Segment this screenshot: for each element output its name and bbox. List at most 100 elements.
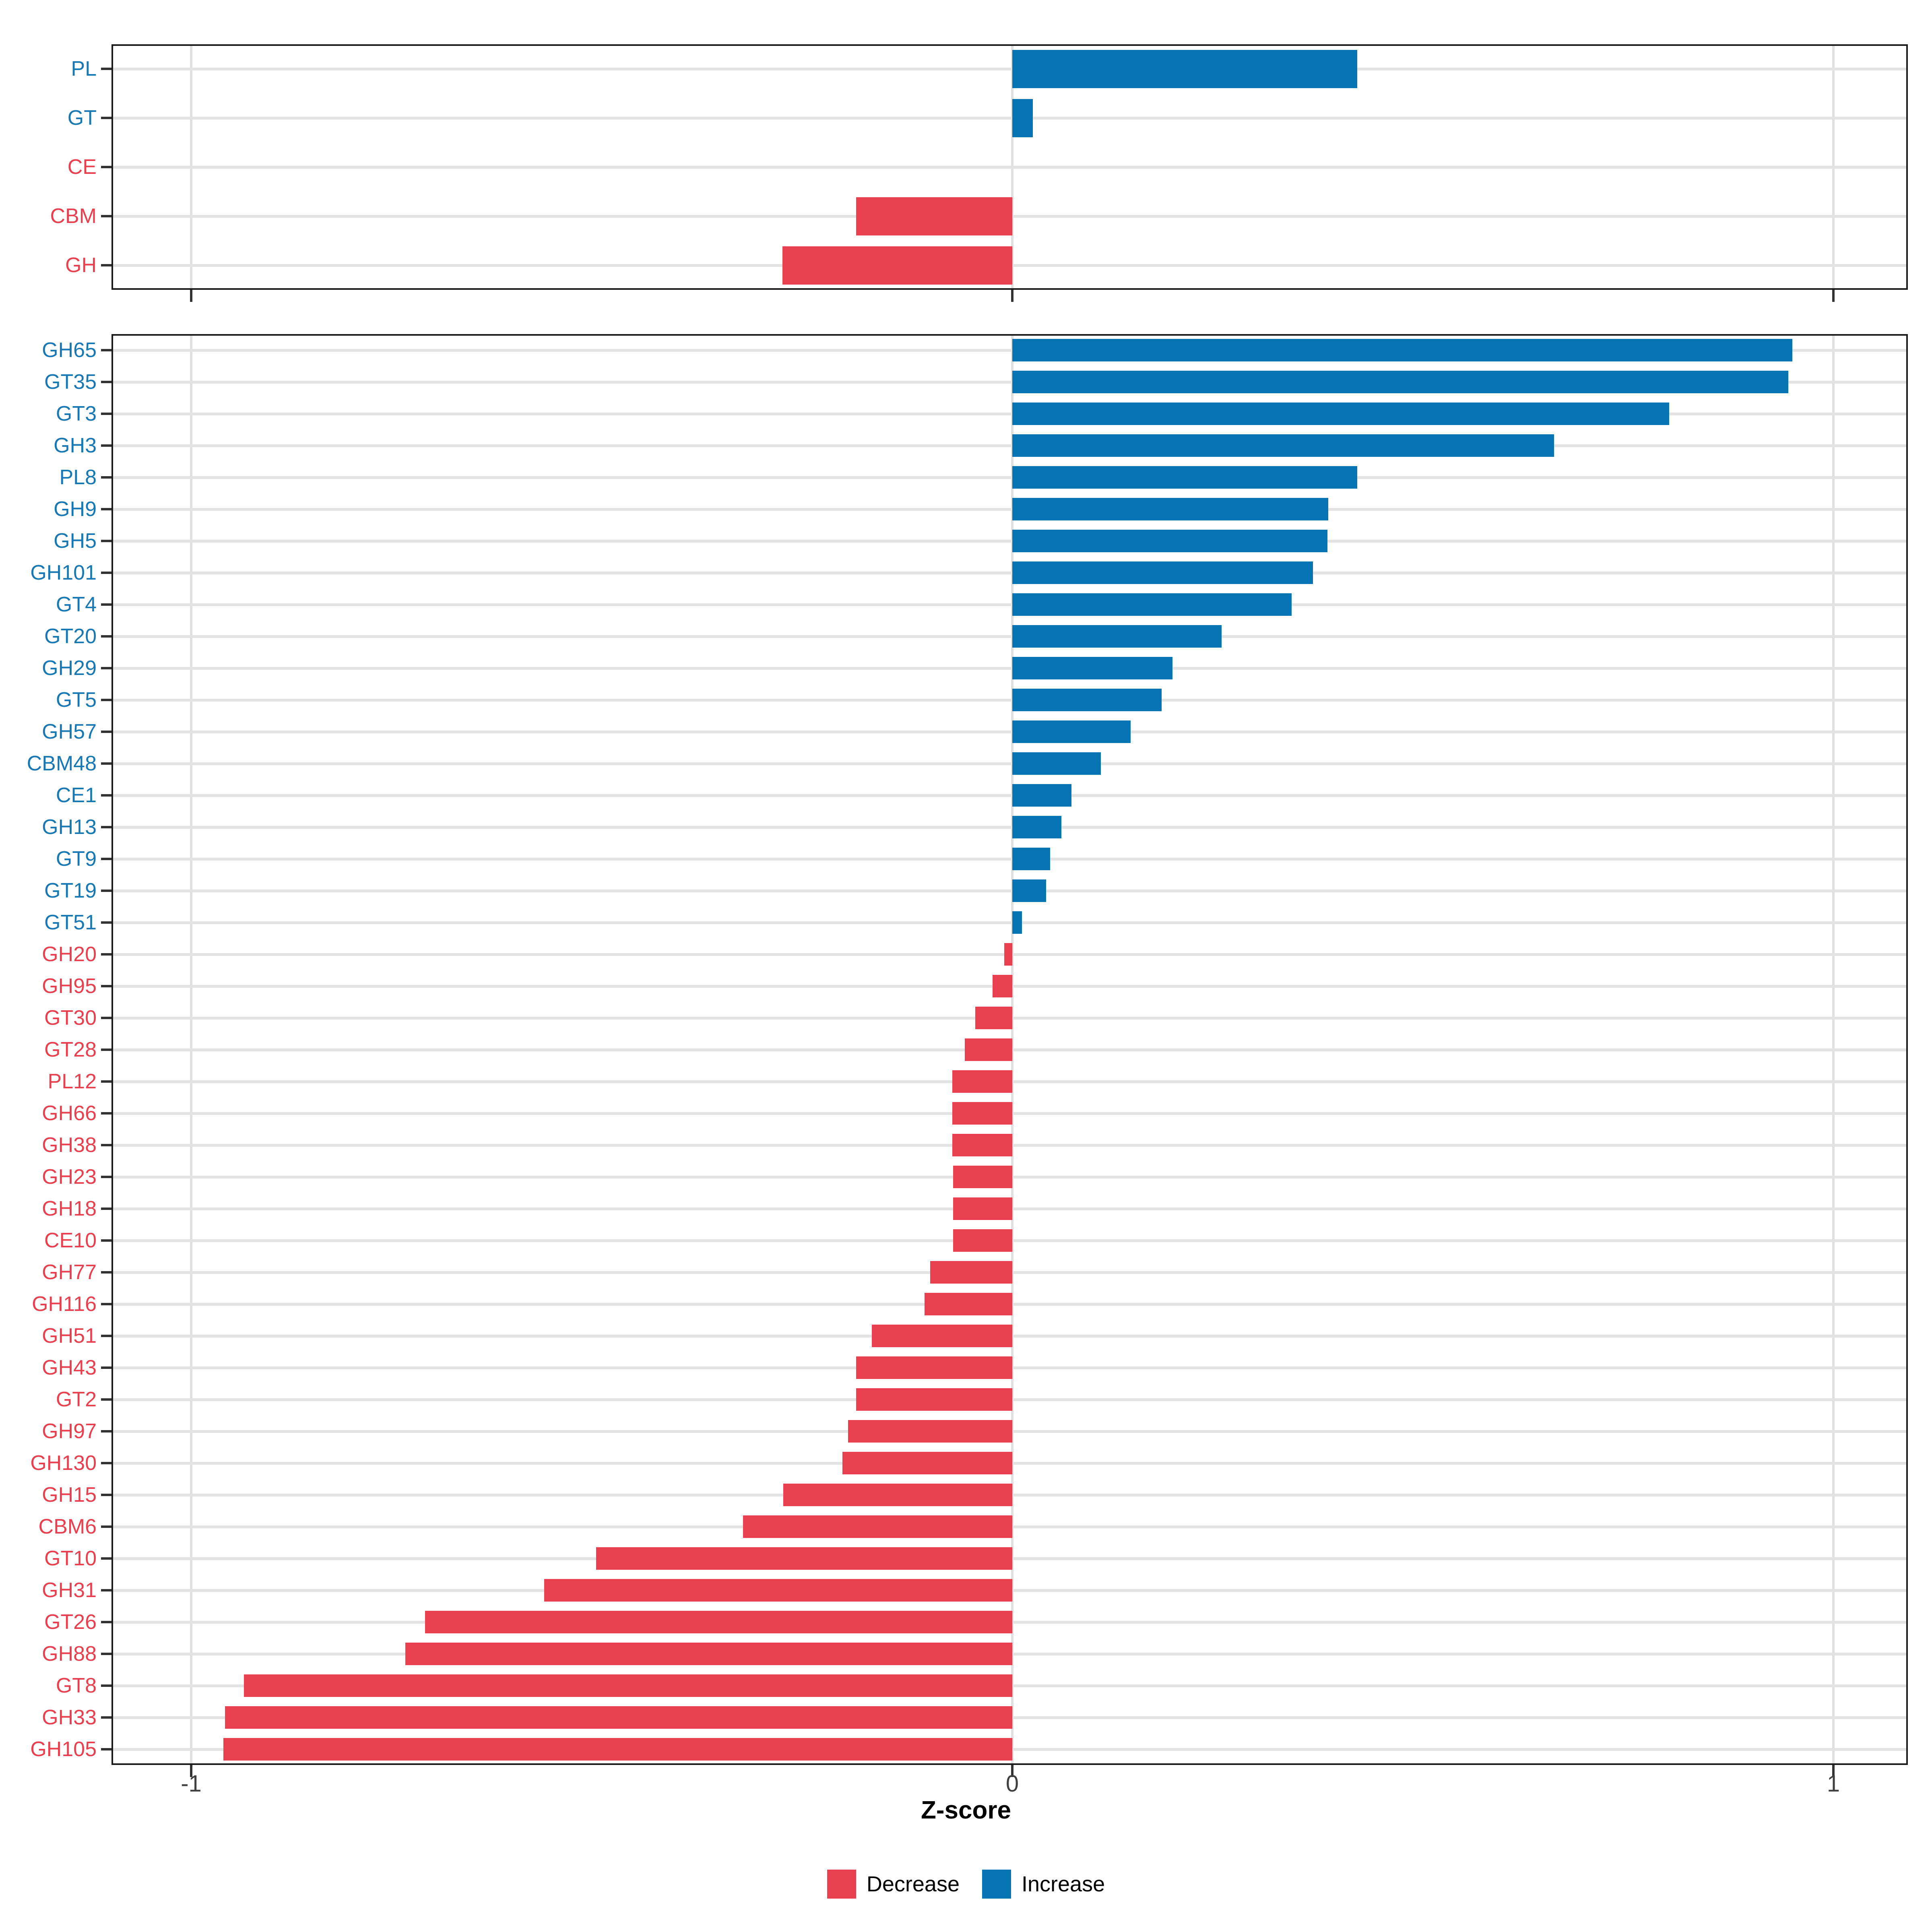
bar-GT35 <box>1012 370 1788 393</box>
row-gridline <box>111 444 1908 447</box>
ylabel-GH65: GH65 <box>42 338 97 362</box>
y-tick-mark <box>101 1048 111 1051</box>
bar-GT28 <box>964 1038 1012 1061</box>
bar-GH13 <box>1012 815 1062 838</box>
row-gridline <box>111 380 1908 384</box>
y-tick-mark <box>101 1684 111 1687</box>
ylabel-GH130: GH130 <box>30 1451 97 1475</box>
ylabel-CE: CE <box>67 155 97 179</box>
bar-GH5 <box>1012 529 1328 552</box>
ylabel-GH: GH <box>65 254 97 277</box>
bar-GH66 <box>952 1102 1012 1125</box>
bar-GH43 <box>856 1356 1012 1379</box>
ylabel-GH101: GH101 <box>30 561 97 584</box>
ylabel-GT3: GT3 <box>56 402 97 425</box>
legend-label-decrease: Decrease <box>866 1872 960 1896</box>
bar-GH101 <box>1012 561 1313 584</box>
ylabel-GH5: GH5 <box>54 529 97 553</box>
y-tick-mark <box>101 1239 111 1242</box>
y-tick-mark <box>101 826 111 828</box>
row-gridline <box>111 603 1908 606</box>
y-tick-mark <box>101 1334 111 1337</box>
ylabel-CE1: CE1 <box>56 783 97 807</box>
bar-CE1 <box>1012 784 1071 807</box>
bar-GH88 <box>405 1642 1012 1665</box>
y-tick-mark <box>101 1525 111 1528</box>
bar-GH15 <box>783 1483 1012 1506</box>
bar-GT2 <box>856 1388 1012 1411</box>
ylabel-PL12: PL12 <box>47 1069 97 1093</box>
x-tick-mark <box>1832 1765 1835 1777</box>
bar-GT8 <box>244 1674 1012 1697</box>
x-tick-mark <box>1011 1765 1013 1777</box>
ylabel-GH51: GH51 <box>42 1324 97 1348</box>
row-gridline <box>111 166 1908 169</box>
decrease-swatch <box>827 1870 856 1899</box>
y-tick-mark <box>101 1112 111 1115</box>
bar-GH116 <box>924 1292 1012 1315</box>
y-tick-mark <box>101 794 111 797</box>
y-tick-mark <box>101 1016 111 1019</box>
ylabel-GT2: GT2 <box>56 1387 97 1411</box>
row-gridline <box>111 539 1908 543</box>
bar-GT20 <box>1012 625 1222 648</box>
legend-item-decrease: Decrease <box>827 1870 960 1899</box>
y-tick-mark <box>101 1620 111 1623</box>
bar-CBM6 <box>743 1515 1012 1538</box>
y-tick-mark <box>101 1302 111 1305</box>
ylabel-GH18: GH18 <box>42 1197 97 1220</box>
x-tick-label: 0 <box>1005 1771 1019 1797</box>
ylabel-GH116: GH116 <box>32 1292 97 1316</box>
ylabel-GT26: GT26 <box>44 1610 97 1634</box>
bar-GH29 <box>1012 656 1172 679</box>
y-tick-mark <box>101 1366 111 1369</box>
row-gridline <box>111 794 1908 797</box>
bar-GT10 <box>596 1547 1012 1570</box>
bar-GH33 <box>225 1706 1012 1729</box>
ylabel-GH9: GH9 <box>54 497 97 521</box>
legend: Decrease Increase <box>0 1866 1932 1902</box>
bar-GT <box>1012 99 1033 137</box>
bar-GH31 <box>544 1579 1012 1602</box>
y-tick-mark <box>101 215 111 217</box>
ylabel-GT9: GT9 <box>56 847 97 871</box>
y-tick-mark <box>101 1589 111 1591</box>
y-tick-mark <box>101 1748 111 1750</box>
row-gridline <box>111 412 1908 415</box>
bar-GT4 <box>1012 593 1292 616</box>
y-tick-mark <box>101 539 111 542</box>
bar-GT26 <box>425 1610 1012 1633</box>
ylabel-GT: GT <box>67 106 97 130</box>
bar-GH97 <box>848 1420 1012 1443</box>
y-tick-mark <box>101 349 111 351</box>
x-tick-mark <box>1832 290 1835 302</box>
ylabel-GH77: GH77 <box>42 1260 97 1284</box>
row-gridline <box>111 476 1908 479</box>
y-tick-mark <box>101 1175 111 1178</box>
ylabel-GT4: GT4 <box>56 592 97 616</box>
ylabel-PL8: PL8 <box>59 465 97 489</box>
y-tick-mark <box>101 730 111 733</box>
y-tick-mark <box>101 1207 111 1210</box>
bar-CBM48 <box>1012 752 1101 775</box>
ylabel-GH20: GH20 <box>42 942 97 966</box>
x-axis-title: Z-score <box>921 1796 1011 1824</box>
ylabel-GT30: GT30 <box>44 1006 97 1030</box>
ylabel-GH23: GH23 <box>42 1165 97 1189</box>
y-tick-mark <box>101 380 111 383</box>
bar-GH51 <box>872 1324 1012 1347</box>
bar-GH20 <box>1004 943 1012 966</box>
ylabel-CE10: CE10 <box>44 1228 97 1252</box>
ylabel-GH29: GH29 <box>42 656 97 680</box>
y-tick-mark <box>101 603 111 606</box>
y-tick-mark <box>101 1461 111 1464</box>
bar-PL8 <box>1012 466 1357 489</box>
y-tick-mark <box>101 476 111 479</box>
y-tick-mark <box>101 117 111 119</box>
ylabel-GT5: GT5 <box>56 688 97 712</box>
row-gridline <box>111 921 1908 924</box>
y-tick-mark <box>101 1652 111 1655</box>
x-tick-label: -1 <box>181 1771 202 1797</box>
ylabel-GT19: GT19 <box>44 879 97 902</box>
ylabel-GH43: GH43 <box>42 1356 97 1379</box>
